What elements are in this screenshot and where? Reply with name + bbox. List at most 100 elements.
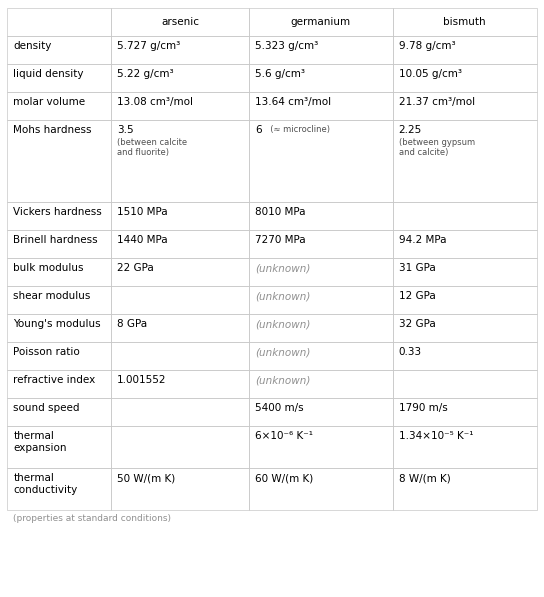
- Bar: [393, 120, 537, 202]
- Bar: [111, 314, 249, 342]
- Bar: [111, 36, 249, 64]
- Text: Brinell hardness: Brinell hardness: [13, 235, 98, 245]
- Bar: [7, 64, 111, 92]
- Text: (unknown): (unknown): [255, 347, 311, 357]
- Text: refractive index: refractive index: [13, 375, 96, 385]
- Bar: [111, 120, 249, 202]
- Text: 1.001552: 1.001552: [117, 375, 166, 385]
- Text: 5.6 g/cm³: 5.6 g/cm³: [255, 69, 305, 79]
- Bar: [393, 230, 537, 258]
- Text: 13.64 cm³/mol: 13.64 cm³/mol: [255, 97, 331, 107]
- Bar: [111, 8, 249, 36]
- Bar: [111, 258, 249, 286]
- Bar: [7, 92, 111, 120]
- Text: 10.05 g/cm³: 10.05 g/cm³: [399, 69, 461, 79]
- Bar: [249, 8, 393, 36]
- Text: Vickers hardness: Vickers hardness: [13, 207, 102, 217]
- Text: sound speed: sound speed: [13, 403, 80, 413]
- Text: Poisson ratio: Poisson ratio: [13, 347, 80, 357]
- Bar: [249, 120, 393, 202]
- Text: 1790 m/s: 1790 m/s: [399, 403, 447, 413]
- Bar: [249, 92, 393, 120]
- Text: (unknown): (unknown): [255, 319, 311, 329]
- Bar: [7, 314, 111, 342]
- Bar: [249, 36, 393, 64]
- Bar: [111, 468, 249, 510]
- Text: bismuth: bismuth: [443, 17, 486, 27]
- Bar: [7, 202, 111, 230]
- Text: 5400 m/s: 5400 m/s: [255, 403, 304, 413]
- Bar: [393, 36, 537, 64]
- Bar: [7, 120, 111, 202]
- Text: 12 GPa: 12 GPa: [399, 291, 435, 301]
- Bar: [393, 202, 537, 230]
- Text: 5.323 g/cm³: 5.323 g/cm³: [255, 41, 319, 51]
- Text: molar volume: molar volume: [13, 97, 85, 107]
- Bar: [249, 64, 393, 92]
- Bar: [393, 92, 537, 120]
- Text: (≈ microcline): (≈ microcline): [265, 125, 330, 134]
- Text: 50 W/(m K): 50 W/(m K): [117, 473, 175, 483]
- Text: thermal
expansion: thermal expansion: [13, 431, 67, 453]
- Text: 13.08 cm³/mol: 13.08 cm³/mol: [117, 97, 193, 107]
- Text: arsenic: arsenic: [161, 17, 199, 27]
- Text: (between calcite
and fluorite): (between calcite and fluorite): [117, 138, 187, 158]
- Bar: [111, 64, 249, 92]
- Bar: [249, 258, 393, 286]
- Text: thermal
conductivity: thermal conductivity: [13, 473, 78, 494]
- Text: Mohs hardness: Mohs hardness: [13, 125, 92, 135]
- Bar: [7, 258, 111, 286]
- Bar: [249, 468, 393, 510]
- Bar: [393, 286, 537, 314]
- Bar: [249, 286, 393, 314]
- Bar: [393, 8, 537, 36]
- Text: 6: 6: [255, 125, 262, 135]
- Text: 8 GPa: 8 GPa: [117, 319, 147, 329]
- Text: (between gypsum
and calcite): (between gypsum and calcite): [399, 138, 474, 158]
- Bar: [393, 468, 537, 510]
- Bar: [7, 36, 111, 64]
- Text: density: density: [13, 41, 52, 51]
- Text: 1440 MPa: 1440 MPa: [117, 235, 168, 245]
- Bar: [7, 286, 111, 314]
- Bar: [249, 426, 393, 468]
- Text: 94.2 MPa: 94.2 MPa: [399, 235, 446, 245]
- Text: 2.25: 2.25: [399, 125, 422, 135]
- Text: 6×10⁻⁶ K⁻¹: 6×10⁻⁶ K⁻¹: [255, 431, 313, 441]
- Text: liquid density: liquid density: [13, 69, 84, 79]
- Text: (unknown): (unknown): [255, 263, 311, 273]
- Bar: [249, 314, 393, 342]
- Text: 22 GPa: 22 GPa: [117, 263, 154, 273]
- Bar: [393, 426, 537, 468]
- Bar: [393, 64, 537, 92]
- Text: (properties at standard conditions): (properties at standard conditions): [13, 514, 171, 523]
- Bar: [111, 426, 249, 468]
- Bar: [111, 370, 249, 398]
- Bar: [7, 230, 111, 258]
- Bar: [249, 230, 393, 258]
- Text: 8010 MPa: 8010 MPa: [255, 207, 306, 217]
- Bar: [111, 230, 249, 258]
- Bar: [7, 398, 111, 426]
- Text: 9.78 g/cm³: 9.78 g/cm³: [399, 41, 455, 51]
- Bar: [111, 398, 249, 426]
- Text: germanium: germanium: [291, 17, 351, 27]
- Bar: [7, 8, 111, 36]
- Text: Young's modulus: Young's modulus: [13, 319, 101, 329]
- Bar: [7, 426, 111, 468]
- Bar: [393, 314, 537, 342]
- Bar: [249, 370, 393, 398]
- Text: bulk modulus: bulk modulus: [13, 263, 84, 273]
- Bar: [7, 468, 111, 510]
- Bar: [7, 342, 111, 370]
- Text: (unknown): (unknown): [255, 375, 311, 385]
- Bar: [393, 398, 537, 426]
- Text: (unknown): (unknown): [255, 291, 311, 301]
- Bar: [111, 342, 249, 370]
- Text: 32 GPa: 32 GPa: [399, 319, 435, 329]
- Bar: [393, 258, 537, 286]
- Text: 8 W/(m K): 8 W/(m K): [399, 473, 450, 483]
- Text: 1.34×10⁻⁵ K⁻¹: 1.34×10⁻⁵ K⁻¹: [399, 431, 473, 441]
- Bar: [7, 370, 111, 398]
- Bar: [111, 92, 249, 120]
